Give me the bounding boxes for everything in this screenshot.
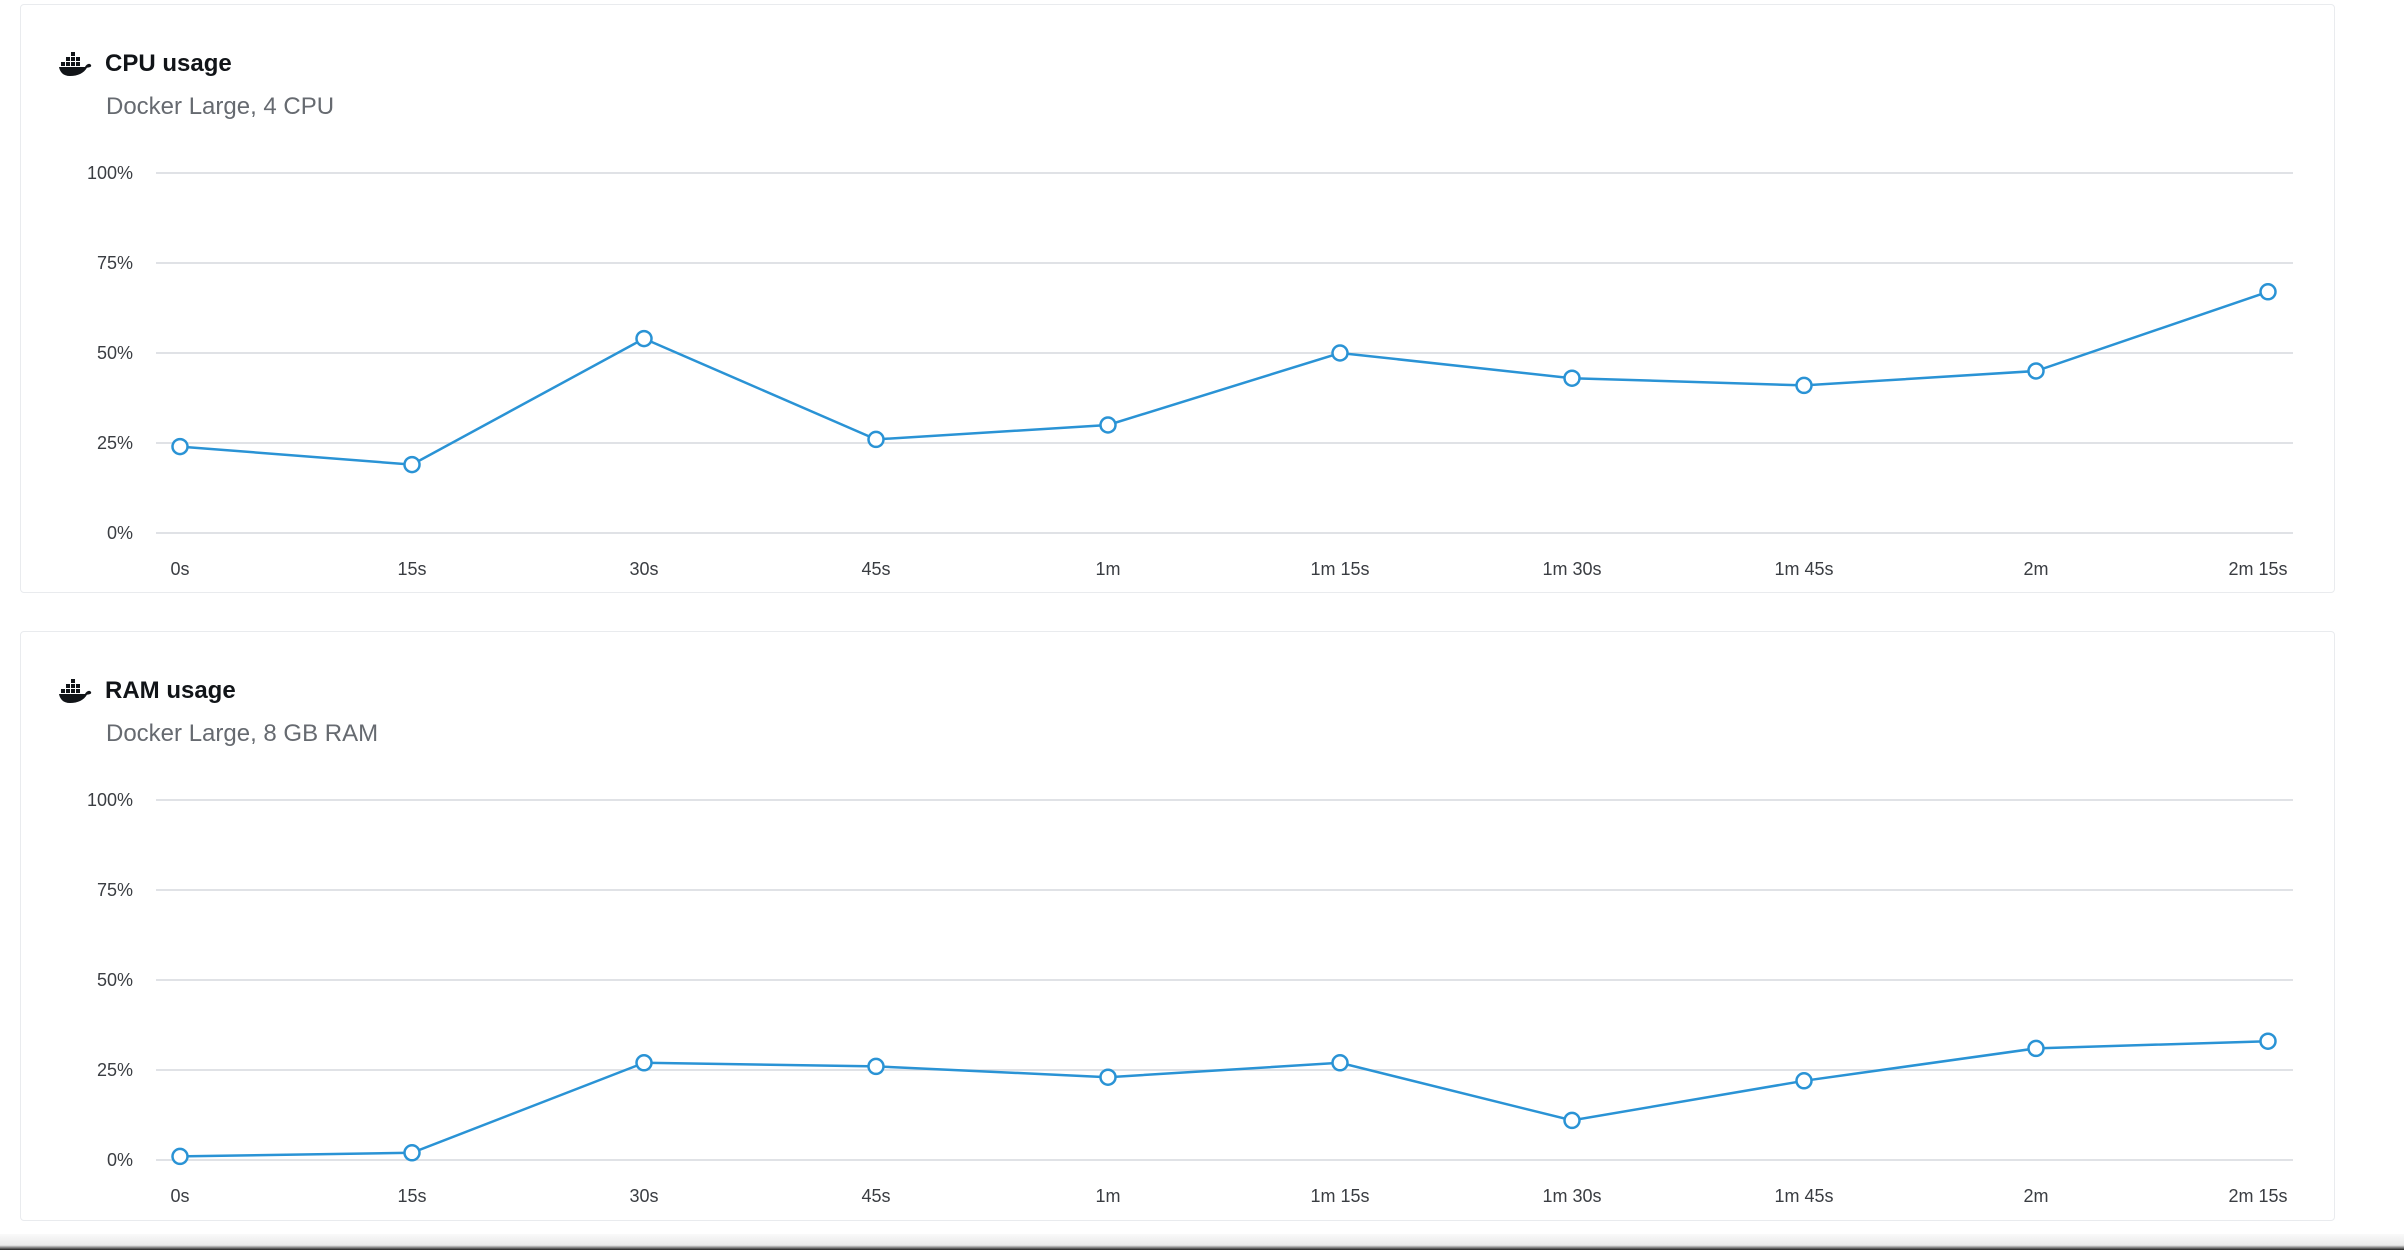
data-point[interactable] [635, 1054, 653, 1072]
series-line [179, 1039, 2269, 1158]
x-tick-label: 2m 15s [2228, 559, 2287, 579]
ram-usage-chart: 0% 25% 50% 75% 100% 0s 15s 30s 45s 1m 1m 15s 1m 30s… [87, 790, 2293, 1206]
card-title: CPU usage [105, 50, 232, 77]
x-tick-label: 1m [1095, 1186, 1120, 1206]
x-tick-label: 1m 45s [1774, 1186, 1833, 1206]
x-tick-label: 2m [2023, 1186, 2048, 1206]
ram-usage-card: RAM usage Docker Large, 8 GB RAM 0% 25% 50… [20, 631, 2335, 1221]
y-tick-label: 75% [97, 253, 133, 273]
card-header: CPU usage [59, 44, 232, 84]
window-bottom-edge [0, 1234, 2404, 1250]
card-subtitle: Docker Large, 8 GB RAM [106, 720, 379, 747]
x-tick-label: 1m 30s [1542, 1186, 1601, 1206]
y-tick-label: 0% [107, 523, 133, 543]
data-point[interactable] [1099, 1068, 1117, 1086]
y-tick-label: 50% [97, 343, 133, 363]
docker-icon [59, 52, 92, 76]
y-tick-label: 0% [107, 1150, 133, 1170]
card-title: RAM usage [105, 677, 236, 704]
y-tick-label: 25% [97, 433, 133, 453]
data-point[interactable] [2259, 1032, 2277, 1050]
y-tick-label: 100% [87, 163, 133, 183]
cpu-usage-card: CPU usage Docker Large, 4 CPU 0% 25% 50% 75… [20, 4, 2335, 593]
data-point[interactable] [867, 1057, 885, 1076]
y-tick-label: 75% [97, 880, 133, 900]
x-tick-label: 1m [1095, 559, 1120, 579]
data-point[interactable] [2027, 1039, 2045, 1058]
card-subtitle: Docker Large, 4 CPU [106, 93, 335, 120]
x-tick-label: 15s [397, 559, 426, 579]
data-point[interactable] [2259, 283, 2277, 301]
x-tick-label: 1m 15s [1310, 1186, 1369, 1206]
x-tick-label: 15s [397, 1186, 426, 1206]
y-tick-label: 25% [97, 1060, 133, 1080]
data-point[interactable] [403, 455, 421, 474]
x-tick-label: 30s [629, 559, 658, 579]
docker-icon [59, 679, 92, 703]
card-header: RAM usage [59, 671, 236, 711]
data-point[interactable] [171, 437, 189, 456]
y-tick-label: 100% [87, 790, 133, 810]
data-point[interactable] [1331, 1054, 1349, 1072]
y-tick-label: 50% [97, 970, 133, 990]
x-tick-label: 45s [861, 559, 890, 579]
cpu-usage-chart: 0% 25% 50% 75% 100% 0s 15s 30s 45s 1m 1m 15s 1m 30s… [87, 163, 2293, 579]
data-point[interactable] [1795, 376, 1813, 395]
x-tick-label: 2m [2023, 559, 2048, 579]
x-tick-label: 0s [170, 1186, 189, 1206]
data-point[interactable] [1099, 416, 1117, 434]
x-tick-label: 1m 30s [1542, 559, 1601, 579]
data-point[interactable] [403, 1144, 421, 1162]
data-point[interactable] [867, 430, 885, 449]
x-tick-label: 30s [629, 1186, 658, 1206]
data-point[interactable] [1563, 1111, 1581, 1130]
data-point[interactable] [635, 329, 653, 348]
x-tick-label: 2m 15s [2228, 1186, 2287, 1206]
data-point[interactable] [1563, 369, 1581, 387]
x-tick-label: 1m 15s [1310, 559, 1369, 579]
data-point[interactable] [171, 1147, 189, 1166]
series-line [179, 290, 2269, 466]
x-tick-label: 0s [170, 559, 189, 579]
x-tick-label: 45s [861, 1186, 890, 1206]
data-point[interactable] [1331, 344, 1349, 362]
data-point[interactable] [2027, 362, 2045, 380]
x-tick-label: 1m 45s [1774, 559, 1833, 579]
data-point[interactable] [1795, 1072, 1813, 1090]
